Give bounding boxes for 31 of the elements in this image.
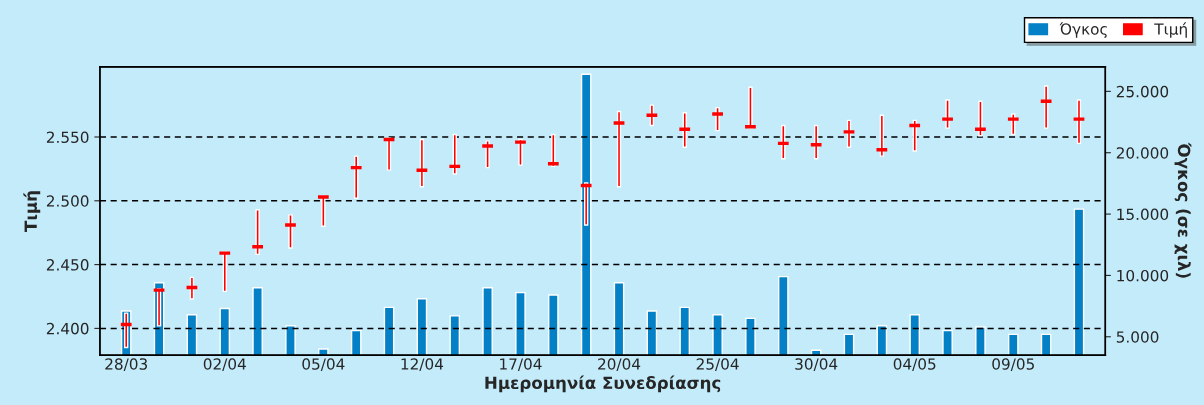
y-tick-label: 2.550 <box>46 131 89 144</box>
x-tick-label: 30/04 <box>795 358 838 371</box>
bar <box>715 106 720 132</box>
y2-axis-title: Όγκος (σε χιλ) <box>1174 142 1192 278</box>
y2-tick-label: 5.000 <box>1116 331 1159 343</box>
x-tick-label: 04/05 <box>893 358 936 371</box>
bar <box>518 138 523 166</box>
y-tick-label: 2.500 <box>46 195 89 207</box>
bar <box>485 140 490 169</box>
y2-tick-label: 10.000 <box>1117 269 1169 282</box>
bar <box>978 100 983 137</box>
x-tick-label: 02/04 <box>203 358 246 371</box>
x-tick-label: 17/04 <box>500 358 542 371</box>
bar <box>945 99 950 129</box>
x-tick-label: 05/04 <box>302 358 345 371</box>
x-tick-label: 09/05 <box>992 358 1034 371</box>
legend-label: Όγκος <box>1059 22 1107 38</box>
bar <box>255 209 260 256</box>
x-tick-label: 28/03 <box>105 358 147 371</box>
y2-tick-label: 25.000 <box>1116 85 1169 98</box>
y-tick-label: 2.400 <box>46 322 89 335</box>
x-tick-label: 20/04 <box>598 358 641 371</box>
y-axis-title: Τιμή <box>23 191 41 232</box>
y2-tick-label: 20.000 <box>1116 147 1169 159</box>
y2-tick-label: 15.000 <box>1117 208 1169 221</box>
x-tick-label: 25/04 <box>696 358 739 371</box>
x-axis-title: Ημερομηνία Συνεδρίασης <box>485 375 721 393</box>
x-tick-label: 12/04 <box>401 358 444 371</box>
bar <box>288 214 293 249</box>
legend-label: Τιμή <box>1154 22 1187 38</box>
y-tick-label: 2.450 <box>46 259 89 271</box>
